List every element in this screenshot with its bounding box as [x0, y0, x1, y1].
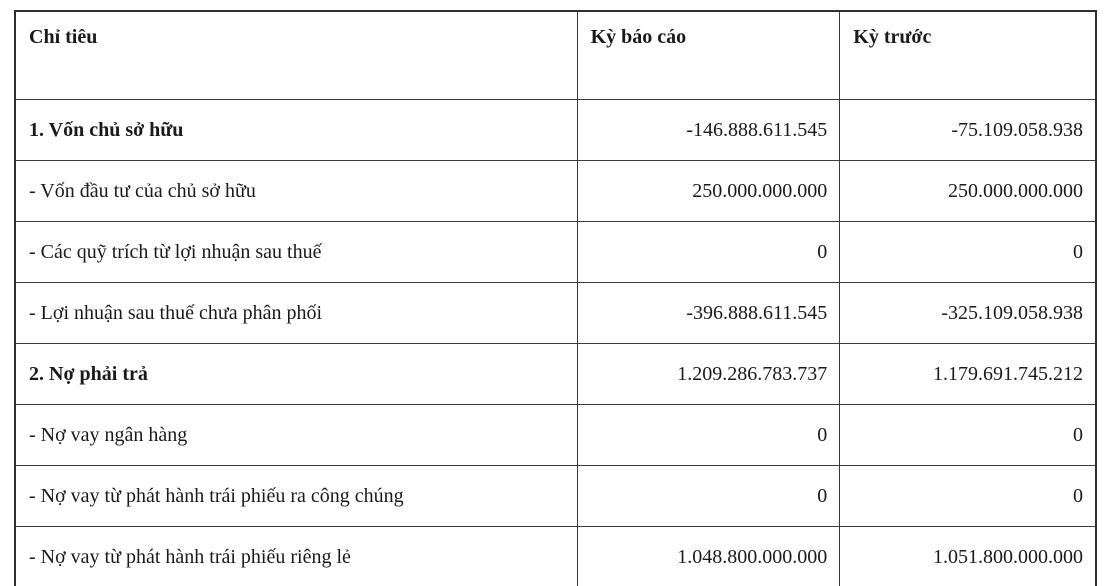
row-label: - Lợi nhuận sau thuế chưa phân phối: [14, 282, 578, 344]
reporting-period-value: -396.888.611.545: [576, 282, 841, 344]
row-label: - Vốn đầu tư của chủ sở hữu: [14, 160, 578, 222]
header-row: Chỉ tiêu Kỳ báo cáo Kỳ trước: [14, 10, 1097, 100]
row-label: 1. Vốn chủ sở hữu: [14, 99, 578, 161]
previous-period-value: -325.109.058.938: [839, 282, 1097, 344]
table-row: - Nợ vay từ phát hành trái phiếu ra công…: [14, 465, 1097, 527]
row-label: - Nợ vay từ phát hành trái phiếu ra công…: [14, 465, 578, 527]
reporting-period-value: 0: [576, 221, 841, 283]
previous-period-value: 250.000.000.000: [839, 160, 1097, 222]
previous-period-value: 0: [839, 465, 1097, 527]
reporting-period-value: 0: [576, 465, 841, 527]
previous-period-value: 0: [839, 404, 1097, 466]
previous-period-value: 0: [839, 221, 1097, 283]
table-row: - Nợ vay từ phát hành trái phiếu riêng l…: [14, 526, 1097, 586]
reporting-period-value: 250.000.000.000: [576, 160, 841, 222]
table-body: 1. Vốn chủ sở hữu -146.888.611.545 -75.1…: [14, 99, 1097, 586]
table-row: - Vốn đầu tư của chủ sở hữu 250.000.000.…: [14, 160, 1097, 222]
reporting-period-value: 1.048.800.000.000: [576, 526, 841, 586]
table-row: - Lợi nhuận sau thuế chưa phân phối -396…: [14, 282, 1097, 344]
table-row: - Các quỹ trích từ lợi nhuận sau thuế 0 …: [14, 221, 1097, 283]
reporting-period-value: 0: [576, 404, 841, 466]
row-label: - Nợ vay ngân hàng: [14, 404, 578, 466]
column-header-criteria: Chỉ tiêu: [14, 10, 578, 100]
row-label: - Nợ vay từ phát hành trái phiếu riêng l…: [14, 526, 578, 586]
table-row: 1. Vốn chủ sở hữu -146.888.611.545 -75.1…: [14, 99, 1097, 161]
table-row: 2. Nợ phải trả 1.209.286.783.737 1.179.6…: [14, 343, 1097, 405]
row-label: 2. Nợ phải trả: [14, 343, 578, 405]
previous-period-value: 1.051.800.000.000: [839, 526, 1097, 586]
column-header-reporting-period: Kỳ báo cáo: [576, 10, 841, 100]
financial-table: Chỉ tiêu Kỳ báo cáo Kỳ trước 1. Vốn chủ …: [14, 10, 1097, 586]
table-row: - Nợ vay ngân hàng 0 0: [14, 404, 1097, 466]
reporting-period-value: 1.209.286.783.737: [576, 343, 841, 405]
reporting-period-value: -146.888.611.545: [576, 99, 841, 161]
row-label: - Các quỹ trích từ lợi nhuận sau thuế: [14, 221, 578, 283]
column-header-previous-period: Kỳ trước: [839, 10, 1097, 100]
previous-period-value: 1.179.691.745.212: [839, 343, 1097, 405]
previous-period-value: -75.109.058.938: [839, 99, 1097, 161]
